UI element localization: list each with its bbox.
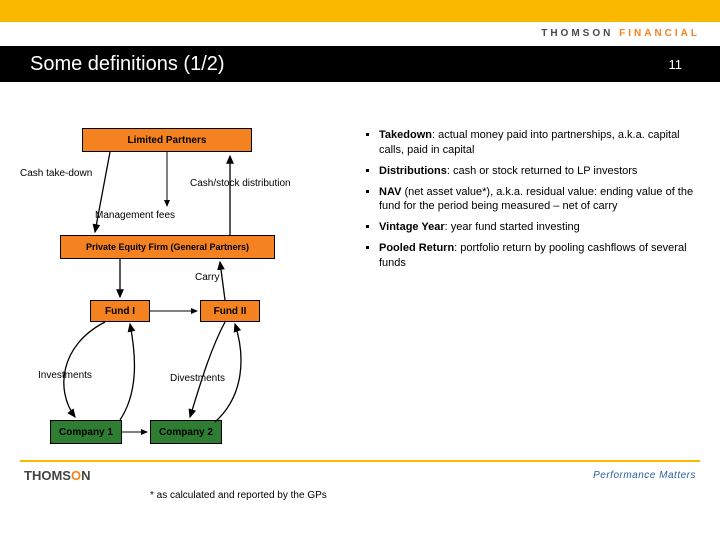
box-company1: Company 1	[50, 420, 122, 444]
definitions-list: Takedown: actual money paid into partner…	[365, 128, 705, 277]
box-company2: Company 2	[150, 420, 222, 444]
footnote: * as calculated and reported by the GPs	[150, 490, 327, 501]
label-carry: Carry	[195, 272, 219, 283]
box-fund2: Fund II	[200, 300, 260, 322]
footer-tagline: Performance Matters	[593, 470, 696, 481]
footer-accent-line	[20, 460, 700, 462]
diagram-arrows	[20, 110, 360, 450]
definition-item: Vintage Year: year fund started investin…	[379, 220, 705, 235]
label-cash-stock: Cash/stock distribution	[190, 178, 291, 189]
page-title: Some definitions (1/2)	[30, 53, 225, 76]
definition-item: Distributions: cash or stock returned to…	[379, 164, 705, 179]
flow-diagram: Limited Partners Private Equity Firm (Ge…	[20, 110, 360, 450]
definition-item: Pooled Return: portfolio return by pooli…	[379, 241, 705, 271]
label-cash-takedown: Cash take-down	[20, 168, 92, 179]
box-fund1: Fund I	[90, 300, 150, 322]
definition-item: Takedown: actual money paid into partner…	[379, 128, 705, 158]
footer-brand: THOMSON	[24, 468, 90, 483]
definition-item: NAV (net asset value*), a.k.a. residual …	[379, 185, 705, 215]
brand-part2: FINANCIAL	[619, 28, 700, 39]
box-gp: Private Equity Firm (General Partners)	[60, 235, 275, 259]
top-accent-bar	[0, 0, 720, 22]
label-divestments: Divestments	[170, 373, 225, 384]
page-number: 11	[669, 57, 683, 72]
label-investments: Investments	[38, 370, 92, 381]
brand-part1: THOMSON	[541, 28, 613, 39]
brand-header: THOMSON FINANCIAL	[541, 28, 700, 39]
label-mgmt-fees: Management fees	[95, 210, 175, 221]
title-bar: Some definitions (1/2) 11	[0, 46, 720, 82]
box-limited-partners: Limited Partners	[82, 128, 252, 152]
